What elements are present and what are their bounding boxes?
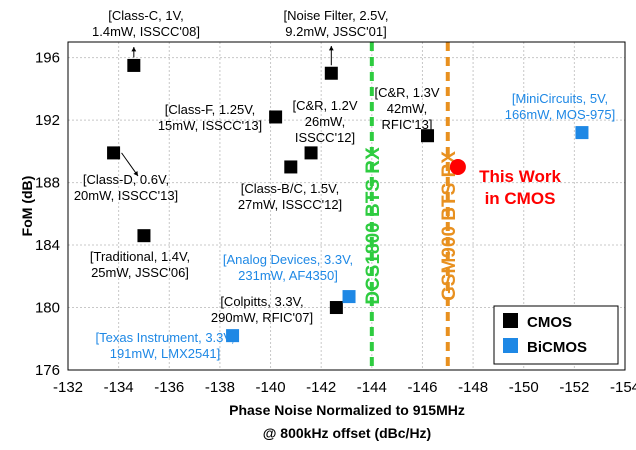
x-tick-label: -146	[407, 379, 437, 396]
dcs1800-bts-rx-label: DCS1800 BTS RX	[363, 147, 384, 305]
cmos-point-label: [Noise Filter, 2.5V,	[283, 8, 388, 23]
bicmos-point-label: 166mW, MOS-975]	[505, 107, 616, 122]
cmos-point-label: 9.2mW, JSSC'01]	[285, 24, 386, 39]
y-tick-label: 188	[35, 175, 60, 192]
cmos-point-label: 25mW, JSSC'06]	[91, 265, 189, 280]
cmos-marker	[127, 58, 141, 72]
reference-lines: DCS1800 BTS RX GSM900 BTS RX	[363, 42, 460, 370]
cmos-point-label: 1.4mW, ISSCC'08]	[92, 24, 200, 39]
cmos-point-label: [C&R, 1.3V	[374, 85, 439, 100]
cmos-point-label: 26mW,	[305, 114, 345, 129]
bicmos-point-label: [Texas Instrument, 3.3V,	[96, 330, 235, 345]
cmos-point-label: [Class-D, 0.6V,	[83, 172, 169, 187]
x-tick-label: -132	[53, 379, 83, 396]
legend-swatch-cmos	[503, 313, 518, 328]
cmos-point-label: 20mW, ISSCC'13]	[74, 188, 178, 203]
bicmos-marker	[342, 290, 356, 304]
label-arrowhead	[131, 47, 137, 52]
x-tick-label: -138	[205, 379, 235, 396]
y-tick-label: 176	[35, 362, 60, 379]
legend-label-bicmos: BiCMOS	[527, 339, 587, 356]
cmos-marker	[324, 66, 338, 80]
this-work-label: in CMOS	[485, 189, 556, 208]
bicmos-point-label: 231mW, AF4350]	[238, 268, 338, 283]
cmos-point-label: [Class-B/C, 1.5V,	[241, 181, 340, 196]
x-tick-label: -148	[458, 379, 488, 396]
x-tick-label: -136	[154, 379, 184, 396]
label-arrow	[121, 152, 139, 177]
bicmos-point-label: 191mW, LMX2541]	[110, 346, 221, 361]
cmos-point-label: 15mW, ISSCC'13]	[158, 118, 262, 133]
y-tick-label: 180	[35, 300, 60, 317]
legend: CMOS BiCMOS	[493, 305, 619, 365]
x-tick-label: -134	[104, 379, 134, 396]
cmos-point-label: 42mW,	[387, 101, 427, 116]
y-axis-title: FoM (dB)	[19, 176, 35, 237]
cmos-marker	[284, 160, 298, 174]
cmos-point-label: [Colpitts, 3.3V,	[220, 294, 303, 309]
plot-frame	[67, 41, 626, 371]
x-axis-title-line1: Phase Noise Normalized to 915MHz	[229, 402, 465, 418]
bicmos-point-label: [Analog Devices, 3.3V,	[223, 252, 353, 267]
cmos-point-label: [Class-C, 1V,	[108, 8, 183, 23]
y-tick-label: 196	[35, 50, 60, 67]
cmos-point-label: 27mW, ISSCC'12]	[238, 197, 342, 212]
this-work-marker	[449, 158, 466, 175]
cmos-point-label: RFIC'13]	[382, 117, 433, 132]
cmos-marker	[107, 146, 121, 160]
cmos-marker	[137, 229, 151, 243]
x-tick-label: -144	[357, 379, 387, 396]
bicmos-marker	[226, 329, 240, 343]
label-arrowhead	[328, 46, 334, 51]
bicmos-point-label: [MiniCircuits, 5V,	[512, 91, 608, 106]
x-axis-title-line2: @ 800kHz offset (dBc/Hz)	[263, 425, 431, 441]
data-markers	[107, 58, 589, 343]
this-work-label: This Work	[479, 167, 561, 186]
y-tick-label: 192	[35, 112, 60, 129]
cmos-marker	[304, 146, 318, 160]
cmos-point-label: ISSCC'12]	[295, 130, 355, 145]
data-labels: [Class-C, 1V,1.4mW, ISSCC'08] [Noise Filt…	[74, 8, 615, 361]
x-tick-label: -142	[306, 379, 336, 396]
cmos-point-label: [Traditional, 1.4V,	[90, 249, 190, 264]
x-tick-label: -154	[610, 379, 636, 396]
y-tick-labels: 176 180 184 188 192 196	[35, 50, 60, 379]
y-tick-label: 184	[35, 237, 60, 254]
legend-label-cmos: CMOS	[527, 314, 572, 331]
label-arrowhead	[133, 171, 138, 176]
cmos-marker	[329, 301, 343, 315]
x-tick-labels: -132 -134 -136 -138 -140 -142 -144 -146 -148 -150…	[53, 379, 636, 396]
cmos-marker	[421, 129, 435, 143]
gsm900-bts-rx-label: GSM900 BTS RX	[439, 151, 460, 301]
cmos-point-label: 290mW, RFIC'07]	[211, 310, 313, 325]
x-tick-label: -152	[559, 379, 589, 396]
x-tick-label: -150	[509, 379, 539, 396]
bicmos-marker	[575, 126, 589, 140]
legend-swatch-bicmos	[503, 338, 518, 353]
cmos-marker	[269, 110, 283, 124]
cmos-point-label: [Class-F, 1.25V,	[165, 102, 256, 117]
cmos-point-label: [C&R, 1.2V	[292, 98, 357, 113]
x-tick-label: -140	[256, 379, 286, 396]
